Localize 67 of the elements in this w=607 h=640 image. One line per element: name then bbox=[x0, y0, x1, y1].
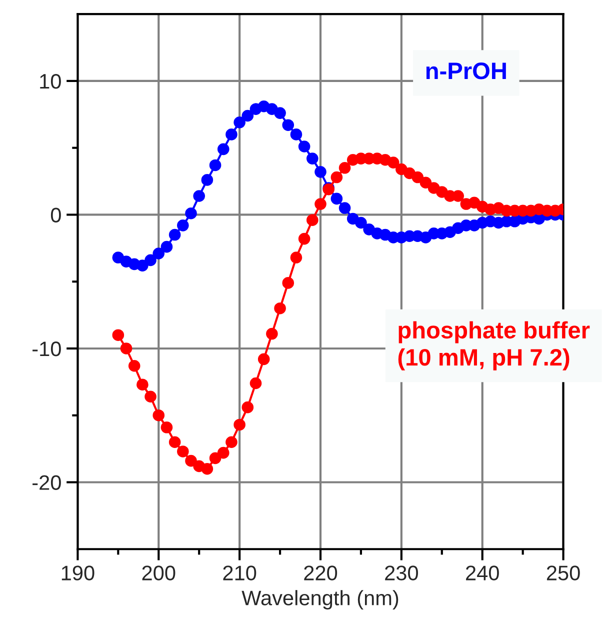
x-tick-label: 210 bbox=[223, 566, 256, 580]
x-tick-label: 190 bbox=[62, 566, 94, 580]
point bbox=[152, 409, 165, 422]
point bbox=[282, 277, 294, 289]
x-tick-label: 200 bbox=[142, 566, 176, 580]
point bbox=[120, 342, 132, 354]
point bbox=[274, 107, 286, 119]
point bbox=[338, 162, 351, 174]
x-axis-title: Wavelength (nm) bbox=[242, 590, 398, 610]
point bbox=[201, 174, 214, 186]
point bbox=[168, 436, 181, 448]
point bbox=[234, 116, 246, 128]
y-tick-label: 10 bbox=[40, 74, 61, 89]
point bbox=[314, 198, 326, 210]
point bbox=[144, 390, 156, 403]
point bbox=[355, 216, 367, 229]
point bbox=[136, 260, 148, 272]
point bbox=[266, 328, 278, 340]
point bbox=[290, 252, 302, 264]
point bbox=[226, 128, 238, 140]
point bbox=[193, 190, 205, 202]
point bbox=[242, 401, 254, 414]
x-tick-label: 240 bbox=[466, 566, 499, 580]
point bbox=[387, 156, 400, 168]
point bbox=[209, 452, 222, 464]
point bbox=[144, 254, 156, 266]
x-tick-label: 250 bbox=[546, 566, 580, 580]
x-tick-label: 230 bbox=[385, 566, 418, 580]
point bbox=[201, 462, 214, 475]
y-tick-label: -20 bbox=[32, 475, 61, 490]
point bbox=[177, 220, 189, 232]
point bbox=[290, 128, 302, 140]
point bbox=[152, 248, 165, 260]
point bbox=[185, 454, 197, 467]
point bbox=[217, 446, 230, 459]
point bbox=[258, 353, 270, 366]
point bbox=[338, 202, 351, 214]
point bbox=[250, 377, 262, 390]
point bbox=[274, 302, 286, 314]
point bbox=[234, 418, 246, 431]
point bbox=[136, 378, 148, 390]
point bbox=[242, 110, 254, 122]
point bbox=[128, 360, 140, 372]
point bbox=[306, 214, 318, 226]
point bbox=[226, 436, 238, 448]
point bbox=[298, 232, 310, 245]
point bbox=[168, 228, 181, 241]
point bbox=[314, 166, 326, 178]
point bbox=[282, 119, 294, 132]
point bbox=[112, 329, 124, 342]
point bbox=[298, 140, 310, 152]
text: n-PrOH bbox=[426, 62, 506, 80]
text: phosphate buffer (10 mM, pH 7.2) bbox=[398, 321, 590, 370]
y-tick-label: -10 bbox=[32, 341, 61, 356]
y-tick-label: 0 bbox=[50, 208, 61, 222]
x-tick-label: 220 bbox=[304, 566, 338, 580]
point bbox=[330, 171, 343, 184]
point bbox=[420, 176, 432, 189]
point bbox=[330, 192, 343, 205]
point bbox=[217, 143, 230, 156]
point bbox=[160, 421, 173, 434]
point bbox=[209, 159, 222, 172]
point bbox=[185, 207, 197, 220]
point bbox=[160, 240, 173, 253]
point bbox=[306, 152, 318, 164]
point bbox=[177, 446, 189, 458]
point bbox=[412, 171, 424, 184]
